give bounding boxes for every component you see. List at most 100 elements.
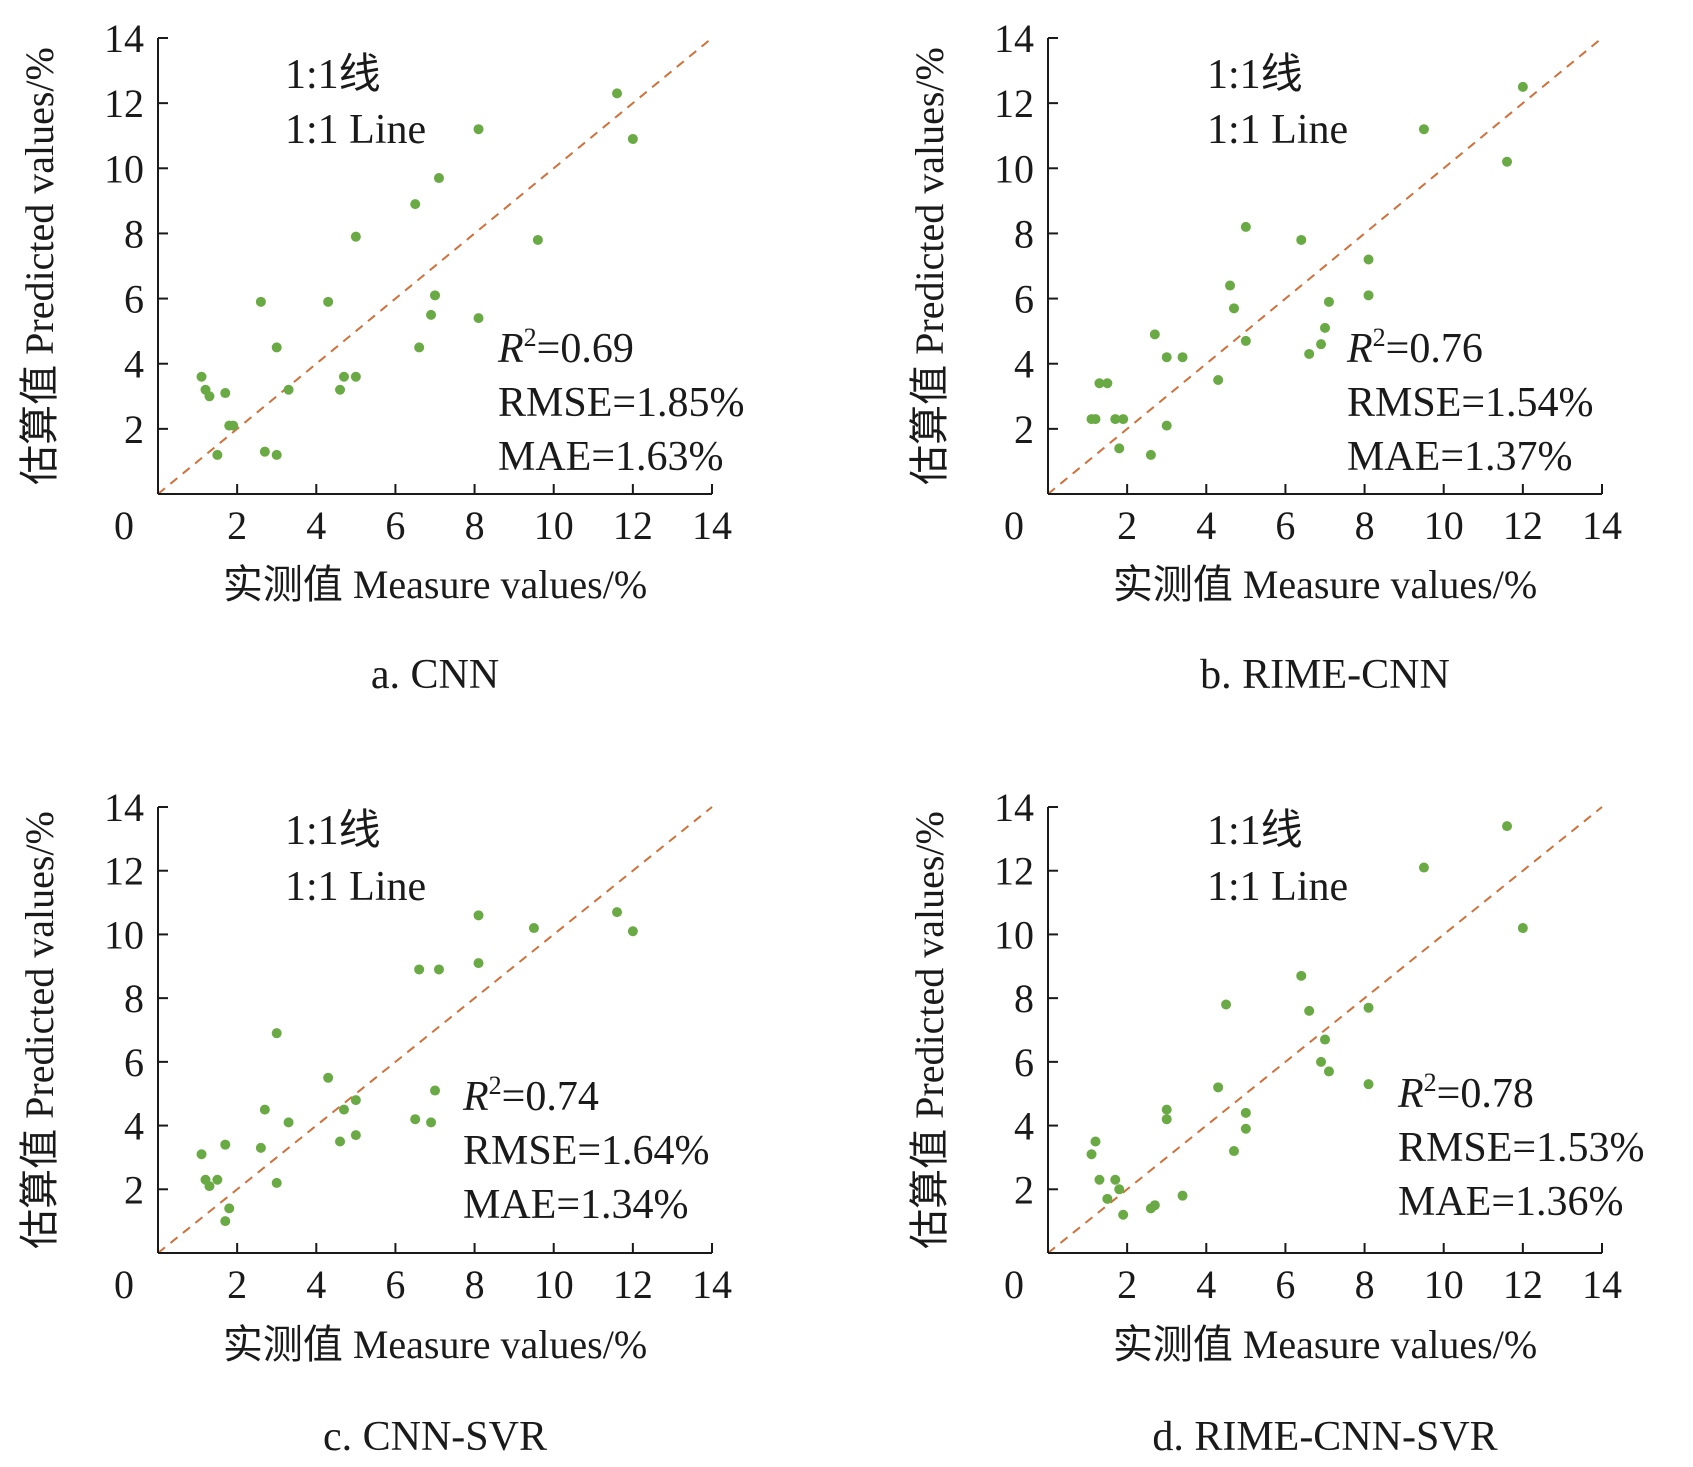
- scatter-point: [259, 446, 270, 457]
- scatter-point: [430, 290, 440, 301]
- x-axis-title: 实测值 Measure values/%: [223, 562, 647, 607]
- x-tick-label: 14: [1582, 1262, 1622, 1307]
- scatter-point: [1304, 348, 1315, 359]
- scatter-point: [220, 1216, 231, 1227]
- scatter-point: [1225, 280, 1236, 291]
- scatter-point: [1418, 862, 1429, 873]
- mae-stat: MAE=1.37%: [1347, 434, 1573, 480]
- x-tick-label: 4: [1196, 1262, 1216, 1307]
- y-tick-label: 4: [124, 342, 144, 387]
- rmse-stat: RMSE=1.85%: [498, 380, 745, 426]
- reference-line-label-en: 1:1 Line: [1207, 864, 1348, 910]
- scatter-point: [220, 388, 231, 399]
- scatter-point: [426, 309, 437, 320]
- x-tick-label: 12: [613, 503, 653, 548]
- x-tick-label: 0: [1004, 1262, 1024, 1307]
- scatter-point: [228, 420, 239, 431]
- x-tick-label: 14: [692, 1262, 732, 1307]
- scatter-point: [1296, 970, 1307, 981]
- x-tick-label: 12: [613, 1262, 653, 1307]
- scatter-point: [350, 1130, 361, 1141]
- y-tick-label: 14: [104, 16, 144, 61]
- scatter-point: [1363, 1002, 1374, 1013]
- y-tick-label: 4: [1014, 1104, 1034, 1149]
- x-tick-label: 14: [1582, 503, 1622, 548]
- x-tick-label: 2: [1117, 503, 1137, 548]
- reference-line-label-en: 1:1 Line: [1207, 107, 1348, 153]
- y-axis-title: 估算值 Predicted values/%: [17, 47, 62, 485]
- scatter-point: [1323, 296, 1334, 307]
- y-tick-label: 10: [104, 912, 144, 957]
- scatter-point: [220, 1139, 231, 1150]
- x-tick-label: 2: [1117, 1262, 1137, 1307]
- x-tick-label: 0: [114, 1262, 134, 1307]
- scatter-point: [259, 1104, 270, 1115]
- scatter-point: [1145, 449, 1156, 460]
- scatter-point: [1086, 1149, 1097, 1160]
- r-squared-value: =0.74: [502, 1074, 599, 1120]
- y-axis-title: 估算值 Predicted values/%: [17, 811, 62, 1249]
- x-tick-label: 10: [534, 503, 574, 548]
- scatter-point: [1094, 1174, 1105, 1185]
- scatter-point: [1149, 329, 1160, 340]
- scatter-point: [430, 1085, 440, 1096]
- r-squared-value: =0.69: [537, 326, 634, 372]
- scatter-point: [473, 124, 484, 135]
- rmse-stat: RMSE=1.53%: [1398, 1125, 1645, 1171]
- scatter-point: [1161, 1114, 1172, 1125]
- y-tick-label: 12: [104, 849, 144, 894]
- scatter-point: [1320, 1034, 1330, 1045]
- y-tick-label: 2: [1014, 1167, 1034, 1212]
- scatter-point: [1323, 1066, 1334, 1077]
- r-squared-symbol: R: [462, 1074, 489, 1120]
- x-tick-label: 4: [1196, 503, 1216, 548]
- y-tick-label: 4: [1014, 342, 1034, 387]
- y-tick-label: 14: [994, 785, 1034, 830]
- x-tick-label: 8: [1355, 1262, 1375, 1307]
- r-squared-symbol: R: [1397, 1071, 1424, 1117]
- chart-panel-2: 0 2 4 6 8 10 12 14 2 4 6 8 10 12 14 实测值 Measure values/…: [907, 16, 1622, 698]
- panel-caption: b. RIME-CNN: [1200, 652, 1450, 698]
- y-tick-label: 14: [104, 785, 144, 830]
- r-squared-stat: R2=0.78: [1397, 1068, 1534, 1117]
- scatter-point: [323, 1072, 334, 1083]
- mae-stat: MAE=1.63%: [498, 434, 724, 480]
- scatter-point: [224, 1203, 235, 1214]
- scatter-point: [1161, 1104, 1172, 1115]
- rmse-stat: RMSE=1.64%: [463, 1128, 710, 1174]
- r-squared-symbol: R: [1346, 326, 1373, 372]
- scatter-point: [1316, 339, 1327, 350]
- x-tick-label: 6: [1275, 1262, 1295, 1307]
- scatter-point: [1102, 378, 1113, 389]
- y-tick-label: 8: [124, 976, 144, 1021]
- y-tick-label: 12: [104, 81, 144, 126]
- y-tick-label: 6: [124, 277, 144, 322]
- scatter-point: [1228, 303, 1239, 314]
- x-tick-label: 10: [1424, 1262, 1464, 1307]
- scatter-point: [283, 1117, 294, 1128]
- scatter-point: [1296, 234, 1307, 245]
- y-tick-label: 4: [124, 1104, 144, 1149]
- reference-line-1-1: [157, 37, 713, 495]
- scatter-point: [1363, 290, 1374, 301]
- scatter-point: [335, 1136, 346, 1147]
- scatter-point: [1213, 1082, 1224, 1093]
- x-axis-title: 实测值 Measure values/%: [223, 1322, 647, 1367]
- scatter-point: [271, 342, 282, 353]
- x-tick-label: 6: [385, 1262, 405, 1307]
- scatter-point: [1161, 352, 1172, 363]
- y-tick-label: 2: [124, 407, 144, 452]
- scatter-point: [627, 926, 638, 937]
- chart-panel-1: 0 2 4 6 8 10 12 14 2 4 6 8 10 12 14 实测值 Measure values/…: [17, 16, 745, 698]
- scatter-point: [1304, 1005, 1315, 1016]
- scatter-point: [335, 384, 346, 395]
- scatter-point: [627, 133, 638, 144]
- reference-line-label-en: 1:1 Line: [285, 864, 426, 910]
- x-axis-title: 实测值 Measure values/%: [1113, 562, 1537, 607]
- scatter-point: [528, 923, 539, 934]
- reference-line-label-cn: 1:1线: [285, 52, 381, 98]
- scatter-point: [473, 910, 484, 921]
- y-tick-label: 14: [994, 16, 1034, 61]
- y-tick-label: 6: [1014, 1040, 1034, 1085]
- scatter-point: [350, 371, 361, 382]
